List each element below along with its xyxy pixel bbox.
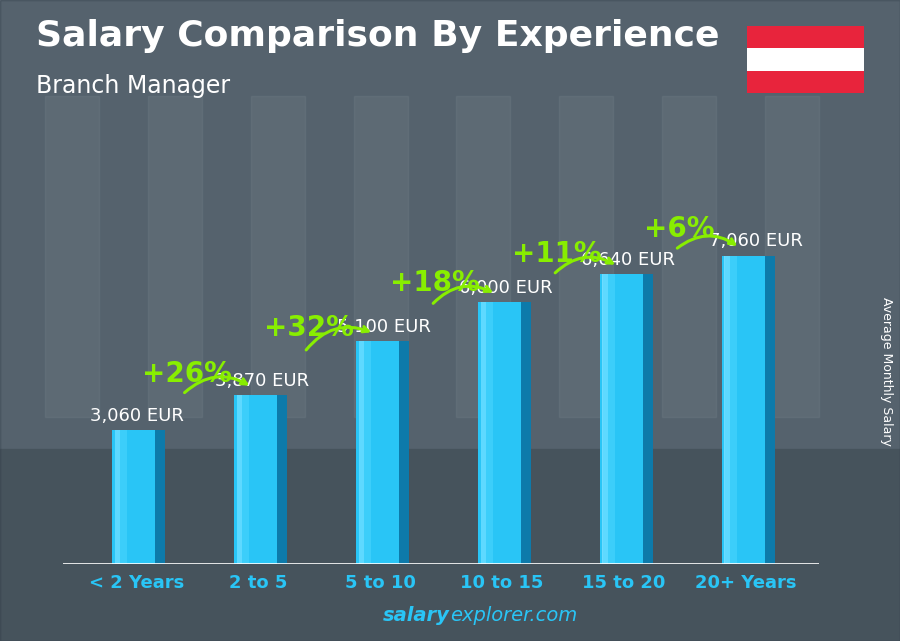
Bar	[482, 302, 493, 564]
Bar	[358, 341, 364, 564]
Text: 6,000 EUR: 6,000 EUR	[459, 279, 553, 297]
Bar	[0, 0, 900, 449]
Text: +6%: +6%	[644, 215, 714, 244]
Bar	[765, 256, 775, 564]
Bar	[354, 96, 408, 417]
Bar	[45, 96, 99, 417]
Bar	[148, 96, 202, 417]
Text: salary: salary	[383, 606, 450, 625]
Bar	[399, 341, 410, 564]
Bar	[747, 26, 864, 48]
Bar	[251, 96, 305, 417]
Text: +26%: +26%	[142, 360, 232, 388]
Bar	[747, 48, 864, 71]
Bar	[234, 395, 283, 564]
Bar	[662, 96, 716, 417]
Text: +11%: +11%	[512, 240, 602, 268]
Text: +32%: +32%	[265, 315, 355, 342]
Bar	[481, 302, 486, 564]
Bar	[521, 302, 531, 564]
Bar	[478, 302, 526, 564]
Bar	[603, 274, 616, 564]
Bar	[725, 256, 737, 564]
Bar	[356, 341, 404, 564]
Bar	[602, 274, 608, 564]
Bar	[114, 430, 120, 564]
Bar	[643, 274, 653, 564]
Bar	[0, 449, 900, 641]
Text: 3,060 EUR: 3,060 EUR	[90, 407, 184, 425]
Bar	[156, 430, 166, 564]
Text: explorer.com: explorer.com	[450, 606, 577, 625]
Text: Average Monthly Salary: Average Monthly Salary	[880, 297, 893, 446]
Bar	[456, 96, 510, 417]
Text: 5,100 EUR: 5,100 EUR	[338, 318, 431, 336]
Bar	[238, 395, 249, 564]
Bar	[115, 430, 128, 564]
Text: 6,640 EUR: 6,640 EUR	[581, 251, 675, 269]
Bar	[599, 274, 648, 564]
Text: 7,060 EUR: 7,060 EUR	[709, 232, 803, 250]
Text: Salary Comparison By Experience: Salary Comparison By Experience	[36, 19, 719, 53]
Bar	[722, 256, 770, 564]
Bar	[359, 341, 372, 564]
Text: +18%: +18%	[390, 269, 480, 297]
Text: Branch Manager: Branch Manager	[36, 74, 230, 97]
Text: 3,870 EUR: 3,870 EUR	[215, 372, 310, 390]
Bar	[765, 96, 819, 417]
Bar	[277, 395, 287, 564]
Bar	[747, 71, 864, 93]
Bar	[724, 256, 730, 564]
Bar	[112, 430, 160, 564]
Bar	[559, 96, 613, 417]
Bar	[237, 395, 242, 564]
